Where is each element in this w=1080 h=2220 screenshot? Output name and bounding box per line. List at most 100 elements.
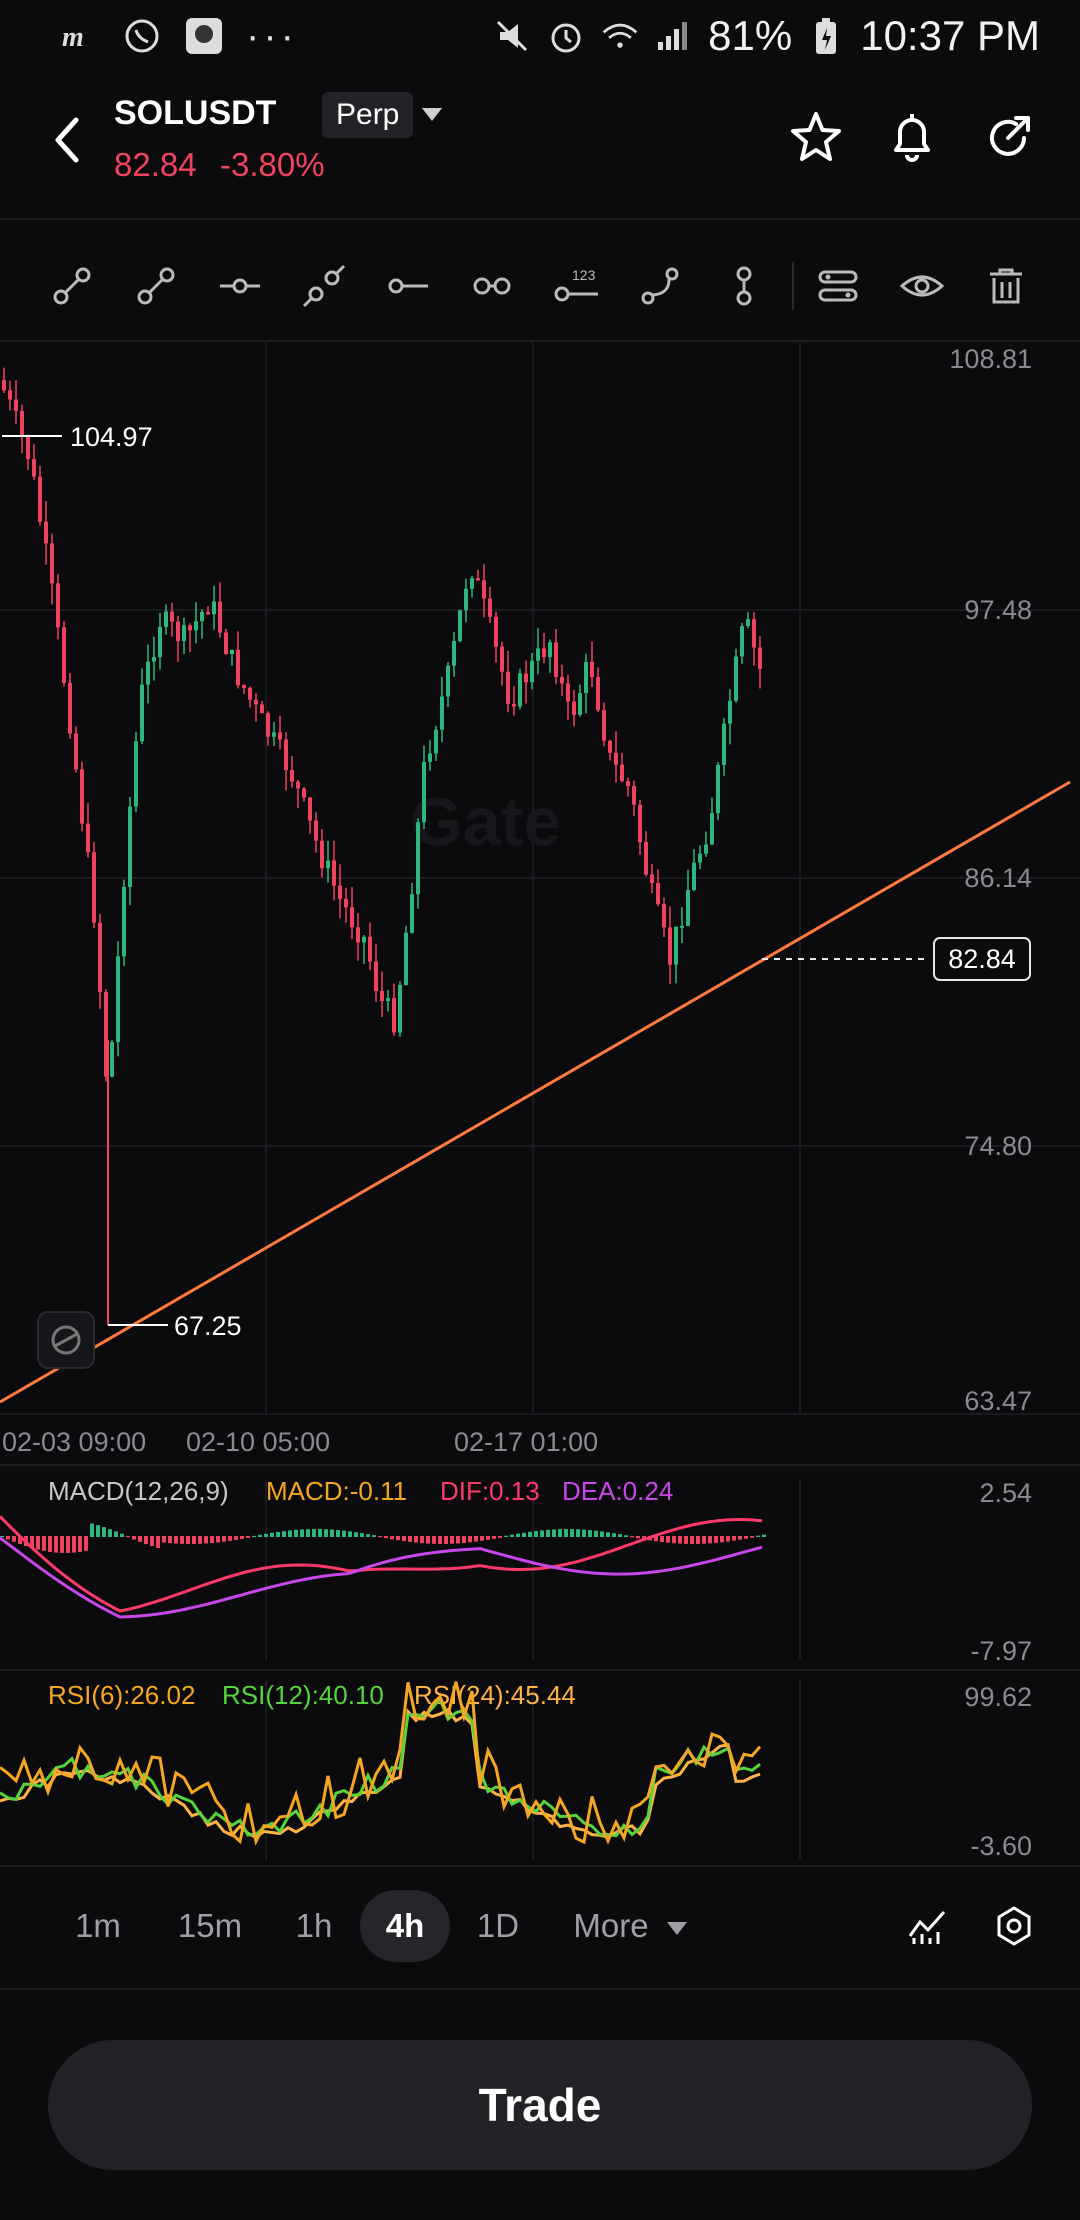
mute-icon	[492, 16, 532, 56]
rsi6-legend: RSI(6):26.02	[48, 1680, 195, 1710]
vertical-line-icon	[736, 266, 752, 306]
caret-down-icon[interactable]	[422, 108, 442, 121]
trade-button[interactable]: Trade	[48, 2040, 1032, 2170]
price-axis-label: 74.80	[964, 1131, 1032, 1161]
signal-icon	[654, 16, 694, 56]
parallel-line-icon	[473, 277, 511, 295]
svg-text:123: 123	[572, 267, 596, 283]
low-price-label: 67.25	[174, 1311, 242, 1341]
app-avatar-icon	[184, 16, 224, 56]
price-axis-label: 86.14	[964, 863, 1032, 893]
price-axis-label: 63.47	[964, 1386, 1032, 1416]
price-axis-label: 97.48	[964, 595, 1032, 625]
time-axis: 02-03 09:00 02-10 05:00 02-17 01:00	[2, 1427, 598, 1457]
symbol-title[interactable]: SOLUSDT	[114, 94, 277, 132]
macd-axis-label: -7.97	[970, 1636, 1032, 1666]
dea-legend-value: DEA:0.24	[562, 1476, 673, 1506]
layers-icon	[818, 270, 858, 302]
header-divider	[0, 218, 1080, 220]
horizontal-line-icon	[220, 278, 260, 294]
intervals-divider-bottom	[0, 1988, 1080, 1990]
candlestick-series	[2, 367, 762, 1325]
support-trendline[interactable]	[0, 780, 1071, 1404]
eye-icon	[899, 275, 945, 297]
interval-more[interactable]: More	[573, 1907, 649, 1944]
parallel-line-tool[interactable]	[464, 258, 520, 314]
share-icon	[990, 116, 1030, 156]
vertical-line-tool[interactable]	[716, 258, 772, 314]
price-axis-label: 108.81	[949, 344, 1032, 374]
time-axis-label: 02-17 01:00	[454, 1427, 598, 1457]
wifi-icon	[600, 16, 640, 56]
rsi-axis-label: -3.60	[970, 1831, 1032, 1860]
battery-percent: 81%	[708, 12, 793, 59]
rsi-axis-label: 99.62	[964, 1682, 1032, 1712]
arc-line-tool[interactable]	[632, 258, 688, 314]
price-label-tool[interactable]: 123	[548, 258, 604, 314]
alarm-icon	[546, 16, 586, 56]
bell-icon	[894, 114, 930, 162]
indicators-icon	[908, 1911, 946, 1944]
interval-1d[interactable]: 1D	[476, 1907, 520, 1944]
indicators-button[interactable]	[898, 1890, 958, 1962]
contract-type-badge[interactable]: Perp	[322, 92, 414, 138]
chart-canvas[interactable]: Gate 82.84 104.97 67.25 108.81 97.48 86.…	[0, 340, 1080, 1860]
star-icon	[791, 112, 841, 161]
interval-1m[interactable]: 1m	[75, 1907, 121, 1944]
dea-line	[0, 1536, 763, 1619]
market-header: SOLUSDT Perp 82.84 -3.80%	[0, 80, 1080, 220]
gear-icon	[997, 1906, 1031, 1946]
current-price-tag: 82.84	[948, 944, 1016, 974]
svg-text:m: m	[62, 22, 84, 53]
delete-drawings-button[interactable]	[978, 258, 1034, 314]
chart-overlay-button[interactable]	[37, 1311, 95, 1369]
interval-15m[interactable]: 15m	[177, 1907, 243, 1944]
horizontal-line-tool[interactable]	[212, 258, 268, 314]
current-price-tag-box	[933, 937, 1031, 981]
price-chart[interactable]: Gate 82.84 104.97 67.25 108.81 97.48 86.…	[0, 340, 1080, 1860]
arc-line-icon	[641, 267, 679, 305]
trend-line-tool[interactable]	[44, 258, 100, 314]
toolbar-divider	[792, 262, 794, 310]
caret-down-icon[interactable]	[667, 1922, 687, 1935]
price-alert-button[interactable]	[882, 108, 942, 168]
globe-icon	[51, 1325, 81, 1355]
trash-icon	[990, 268, 1022, 304]
chart-settings-button[interactable]	[984, 1890, 1044, 1962]
back-button[interactable]	[44, 110, 90, 170]
time-axis-label: 02-10 05:00	[186, 1427, 330, 1457]
extended-line-tool[interactable]	[296, 258, 352, 314]
whatsapp-icon	[122, 16, 162, 56]
app-notification-icon: m	[60, 16, 100, 56]
trend-line-icon	[53, 267, 91, 305]
favorite-button[interactable]	[786, 108, 846, 168]
chart-grid	[0, 340, 1080, 1860]
dif-line	[0, 1515, 763, 1613]
clock-time: 10:37 PM	[860, 12, 1040, 59]
macd-legend-value: MACD:-0.11	[266, 1476, 407, 1506]
chevron-left-icon	[55, 117, 79, 163]
horizontal-ray-tool[interactable]	[380, 258, 436, 314]
time-axis-label: 02-03 09:00	[2, 1427, 146, 1457]
drawing-toolbar: 123	[0, 240, 1080, 330]
ray-tool[interactable]	[128, 258, 184, 314]
share-button[interactable]	[978, 108, 1038, 168]
layers-button[interactable]	[810, 258, 866, 314]
interval-selector: 1m 15m 1h 4h 1D More	[0, 1880, 1080, 1980]
ray-icon	[137, 267, 175, 305]
rsi24-legend: RSI(24):45.44	[414, 1680, 576, 1710]
interval-1h[interactable]: 1h	[295, 1907, 333, 1944]
rsi12-legend: RSI(12):40.10	[222, 1680, 384, 1710]
battery-charging-icon	[806, 16, 846, 56]
extended-line-icon	[302, 264, 346, 308]
horizontal-ray-icon	[388, 278, 428, 294]
interval-4h[interactable]: 4h	[360, 1890, 450, 1962]
rsi6-line	[0, 1681, 762, 1846]
high-price-label: 104.97	[70, 422, 153, 452]
macd-histogram	[0, 1523, 766, 1553]
dif-legend-value: DIF:0.13	[440, 1476, 540, 1506]
visibility-button[interactable]	[894, 258, 950, 314]
toolbar-divider-bottom	[0, 340, 1080, 342]
status-bar: m ··· 81% 10:37 PM	[0, 0, 1080, 72]
price-change-percent: -3.80%	[220, 146, 325, 183]
